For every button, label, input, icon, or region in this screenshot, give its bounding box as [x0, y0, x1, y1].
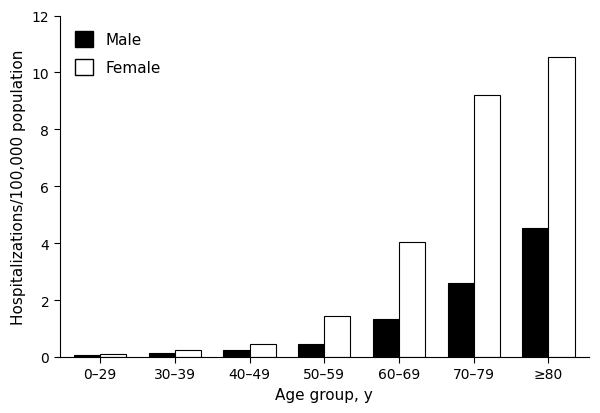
Legend: Male, Female: Male, Female [67, 24, 169, 83]
Bar [474, 96, 500, 357]
Bar [223, 350, 250, 357]
Bar [149, 353, 175, 357]
Bar [324, 316, 350, 357]
Bar [522, 228, 548, 357]
Bar [298, 344, 324, 357]
Bar [448, 283, 474, 357]
Bar [250, 344, 276, 357]
Bar [74, 356, 100, 357]
Bar [548, 58, 575, 357]
Bar [399, 242, 425, 357]
Bar [373, 319, 399, 357]
Bar [100, 354, 127, 357]
Bar [175, 350, 201, 357]
Y-axis label: Hospitalizations/100,000 population: Hospitalizations/100,000 population [11, 50, 26, 324]
X-axis label: Age group, y: Age group, y [275, 387, 373, 402]
